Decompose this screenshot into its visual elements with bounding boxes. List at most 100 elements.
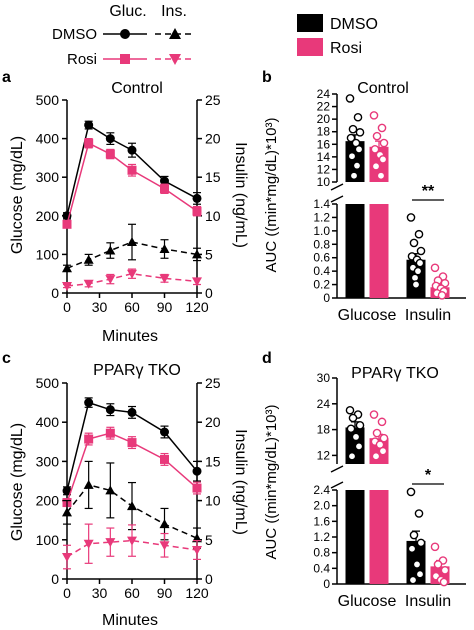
right-y-tick-label: 15 <box>205 453 221 469</box>
data-point-rosi-glucose <box>127 165 137 175</box>
individual-point-dmso-glucose <box>345 405 355 415</box>
individual-point-rosi-glucose <box>372 428 382 438</box>
panel-d-title: PPARγ TKO <box>351 365 439 382</box>
individual-point-dmso-glucose <box>346 133 356 143</box>
lower-y-tick-label: 2.0 <box>313 499 330 513</box>
individual-point-rosi-glucose <box>371 161 381 171</box>
bar-rosi-glucose-lower <box>369 204 389 298</box>
individual-point-dmso-glucose <box>355 128 365 137</box>
data-point-rosi-insulin <box>105 275 116 285</box>
individual-point-rosi-glucose <box>379 433 389 443</box>
upper-y-tick-label: 10 <box>317 175 331 189</box>
data-point-rosi-glucose <box>127 438 137 448</box>
individual-point-dmso-glucose <box>353 112 363 122</box>
panel-a-ylabel-left: Glucose (mg/dL) <box>9 136 26 254</box>
x-tick-label: 30 <box>92 299 108 315</box>
data-point-dmso-insulin <box>105 245 116 255</box>
bar-dmso-glucose-lower <box>345 490 365 584</box>
legend-marker-dmso-insulin <box>169 28 181 39</box>
individual-point-dmso-insulin <box>416 246 426 256</box>
panel-d-ylabel: AUC ((min*mg/dL)*10³) <box>263 404 280 559</box>
lower-y-tick-label: 1.2 <box>313 530 330 544</box>
data-point-dmso-insulin <box>105 485 116 495</box>
panel-c-xlabel: Minutes <box>102 612 158 629</box>
left-y-tick-label: 100 <box>36 246 60 262</box>
data-point-rosi-glucose <box>192 206 202 216</box>
individual-point-dmso-glucose <box>352 161 362 170</box>
x-tick-label: 90 <box>157 585 173 601</box>
individual-point-dmso-insulin <box>415 258 425 268</box>
left-y-tick-label: 200 <box>36 208 60 224</box>
bar-rosi-glucose-lower <box>369 490 389 584</box>
panel-c-ylabel-right: Insulin (ng/mL) <box>232 429 249 535</box>
series-line-rosi-glucose <box>66 142 198 225</box>
individual-point-rosi-glucose <box>379 138 389 148</box>
x-tick-label: 60 <box>124 299 140 315</box>
data-point-dmso-insulin <box>159 243 170 253</box>
legend-header-ins: Ins. <box>161 3 187 20</box>
legend-swatch-dmso <box>297 14 323 32</box>
legend-bars: DMSO Rosi <box>297 14 378 57</box>
lower-y-tick-label: 0.2 <box>313 278 330 292</box>
individual-point-rosi-glucose <box>370 145 380 154</box>
individual-point-dmso-insulin <box>411 280 421 289</box>
individual-point-rosi-glucose <box>377 417 387 427</box>
legend-header-gluc: Gluc. <box>109 3 146 20</box>
legend-marker-rosi-glucose <box>120 54 130 64</box>
individual-point-dmso-insulin <box>407 544 417 554</box>
axis-break-mark <box>330 183 344 191</box>
data-point-rosi-insulin <box>105 538 116 548</box>
individual-point-dmso-glucose <box>349 171 359 181</box>
left-y-tick-label: 400 <box>36 131 60 147</box>
legend-label-dmso: DMSO <box>52 26 97 43</box>
right-y-tick-label: 5 <box>205 246 213 262</box>
series-line-dmso-insulin <box>66 484 198 539</box>
individual-point-rosi-glucose <box>378 446 388 456</box>
legend-marker-dmso-glucose <box>120 29 130 39</box>
panel-letters: a b c d <box>2 69 272 367</box>
data-point-dmso-glucose <box>160 176 169 186</box>
individual-point-rosi-glucose <box>377 123 387 133</box>
legend-bars-dmso: DMSO <box>330 16 378 33</box>
data-point-rosi-insulin <box>83 539 94 549</box>
individual-point-dmso-glucose <box>355 420 365 430</box>
panel-a-line-chart: Control Minutes Glucose (mg/dL) Insulin … <box>9 80 249 345</box>
category-label-insulin: Insulin <box>405 307 451 324</box>
data-point-dmso-glucose <box>84 120 94 130</box>
category-label-glucose: Glucose <box>338 307 397 324</box>
data-point-dmso-glucose <box>127 407 137 417</box>
upper-y-tick-label: 14 <box>317 150 331 164</box>
individual-point-dmso-insulin <box>406 487 416 497</box>
lower-y-tick-label: 0.4 <box>313 561 330 575</box>
individual-point-dmso-glucose <box>354 442 364 451</box>
legend-bars-rosi: Rosi <box>330 40 362 57</box>
panel-c-line-chart: PPARγ TKO Minutes Glucose (mg/dL) Insuli… <box>9 362 249 629</box>
series-line-rosi-insulin <box>66 272 198 287</box>
axis-break-mark <box>330 465 344 473</box>
data-point-rosi-glucose <box>84 138 94 148</box>
right-y-tick-label: 25 <box>205 375 221 391</box>
data-point-dmso-insulin <box>192 533 202 543</box>
data-point-rosi-insulin <box>127 536 137 546</box>
individual-point-dmso-glucose <box>346 424 356 434</box>
x-tick-label: 120 <box>185 585 209 601</box>
upper-y-tick-label: 24 <box>317 397 331 411</box>
data-point-rosi-glucose <box>84 434 94 444</box>
legend-label-rosi: Rosi <box>67 51 97 68</box>
upper-y-tick-label: 24 <box>317 87 331 101</box>
data-point-dmso-glucose <box>127 145 137 155</box>
data-point-dmso-insulin <box>127 501 137 511</box>
data-point-rosi-glucose <box>160 184 169 194</box>
individual-point-dmso-insulin <box>415 569 425 579</box>
series-line-rosi-insulin <box>66 539 198 558</box>
left-y-tick-label: 100 <box>36 532 60 548</box>
data-point-dmso-insulin <box>127 237 137 247</box>
data-point-dmso-glucose <box>62 486 72 496</box>
individual-point-dmso-insulin <box>409 530 419 540</box>
lower-y-tick-label: 0.4 <box>313 264 330 278</box>
data-point-dmso-insulin <box>159 519 170 529</box>
panel-b-title: Control <box>357 80 409 97</box>
individual-point-dmso-insulin <box>406 213 416 222</box>
individual-point-dmso-glucose <box>351 432 361 442</box>
data-point-rosi-glucose <box>160 454 169 464</box>
